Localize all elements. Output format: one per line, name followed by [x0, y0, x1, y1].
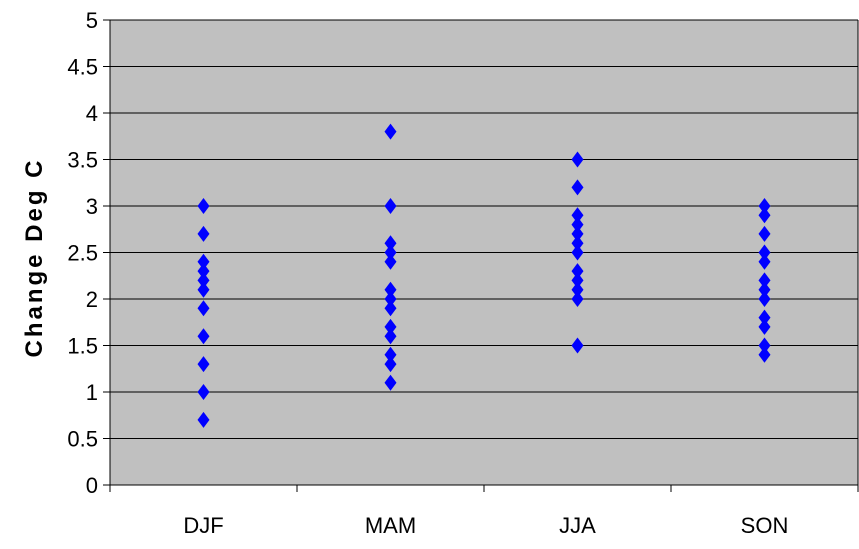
data-point — [758, 253, 771, 270]
y-tick-label: 0.5 — [67, 427, 98, 452]
y-tick-labels: 0 0.5 1 1.5 2 2.5 3 3.5 4 4.5 5 — [67, 8, 98, 498]
data-point — [758, 225, 771, 242]
data-point — [384, 253, 397, 270]
data-point — [571, 291, 584, 307]
data-point — [758, 346, 771, 363]
y-tick-label: 2 — [86, 287, 98, 312]
data-point — [571, 179, 584, 196]
data-point — [571, 225, 584, 242]
data-point — [571, 235, 584, 252]
y-tick-label: 3.5 — [67, 148, 98, 173]
data-point — [384, 123, 397, 140]
data-point — [758, 198, 771, 214]
data-point — [758, 318, 771, 335]
data-point — [758, 291, 771, 307]
y-tick-label: 4 — [86, 101, 98, 126]
data-point — [197, 253, 210, 270]
data-point — [197, 328, 210, 345]
data-point — [758, 272, 771, 289]
data-point — [571, 263, 584, 280]
axes — [109, 19, 859, 492]
data-point — [384, 300, 397, 317]
data-point — [197, 225, 210, 242]
data-point — [758, 337, 771, 354]
y-tick-label: 1 — [86, 380, 98, 405]
data-point — [758, 309, 771, 326]
data-point — [197, 263, 210, 280]
data-point — [571, 337, 584, 354]
data-points — [197, 123, 771, 428]
y-tick-label: 0 — [86, 473, 98, 498]
data-point — [197, 356, 210, 373]
y-tick-label: 1.5 — [67, 334, 98, 359]
data-point — [571, 207, 584, 224]
data-point — [571, 281, 584, 298]
x-tick-labels: DJF MAM JJA SON — [183, 513, 788, 538]
data-point — [384, 291, 397, 307]
data-point — [384, 235, 397, 252]
x-tick-label: SON — [741, 513, 789, 538]
y-axis-label: Change Deg C — [21, 157, 48, 357]
data-point — [197, 198, 210, 214]
data-point — [384, 318, 397, 335]
data-point — [197, 411, 210, 428]
y-tick-label: 5 — [86, 8, 98, 33]
data-point — [384, 328, 397, 345]
data-point — [571, 151, 584, 168]
data-point — [758, 244, 771, 261]
y-tick-label: 2.5 — [67, 241, 98, 266]
data-point — [758, 281, 771, 298]
y-tick-label: 3 — [86, 194, 98, 219]
data-point — [384, 346, 397, 363]
x-tick-label: JJA — [559, 513, 596, 538]
data-point — [384, 356, 397, 373]
data-point — [384, 244, 397, 261]
data-point — [571, 272, 584, 289]
data-point — [384, 374, 397, 391]
data-point — [384, 281, 397, 298]
data-point — [197, 281, 210, 298]
data-point — [384, 198, 397, 214]
data-point — [758, 207, 771, 224]
x-tick-label: MAM — [365, 513, 416, 538]
data-point — [571, 216, 584, 233]
data-point — [197, 272, 210, 289]
data-point — [197, 384, 210, 400]
y-tick-label: 4.5 — [67, 55, 98, 80]
x-tick-label: DJF — [183, 513, 223, 538]
data-point — [197, 300, 210, 317]
data-point — [571, 244, 584, 261]
